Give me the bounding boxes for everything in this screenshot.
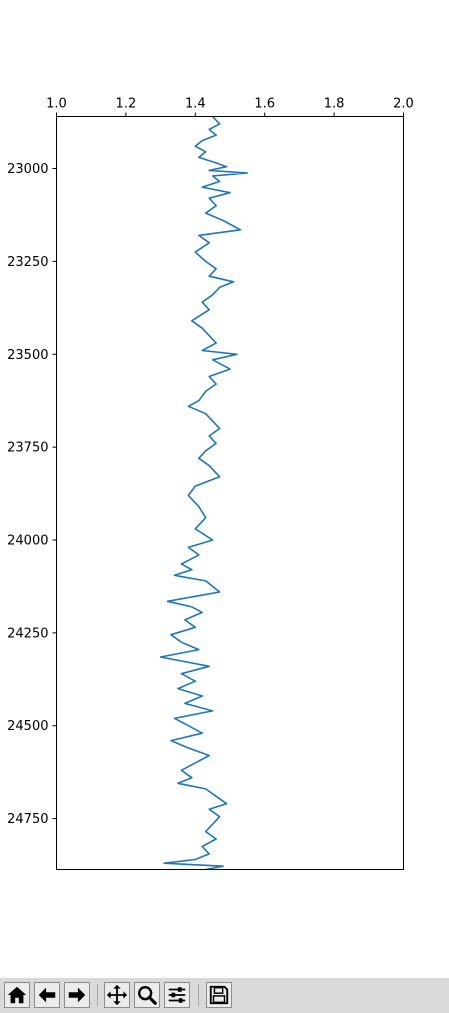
- x-axis-ticks: 1.0 1.2 1.4 1.6 1.8 2.0: [46, 97, 414, 117]
- arrow-right-icon: [68, 987, 86, 1003]
- navigation-toolbar: [0, 978, 449, 1013]
- x-tick-label: 1.4: [185, 97, 206, 112]
- configure-subplots-button[interactable]: [164, 982, 190, 1008]
- figure: 1.0 1.2 1.4 1.6 1.8 2.0 23000 23250 23500 23750 2…: [7, 97, 414, 871]
- forward-button[interactable]: [64, 982, 90, 1008]
- plot-background: [56, 116, 404, 870]
- depth-chart: 1.0 1.2 1.4 1.6 1.8 2.0 230002325023500237502…: [7, 97, 414, 871]
- axes-frame: [56, 116, 404, 870]
- zoom-button[interactable]: [134, 982, 160, 1008]
- y-tick-label: 23000: [7, 162, 48, 177]
- magnifier-icon: [138, 986, 157, 1005]
- y-tick-label: 23250: [7, 255, 48, 270]
- y-axis-ticks: 23000 23250 23500 23750 24000 24250 24500 24750: [7, 162, 57, 827]
- series-line-0: [159, 115, 249, 871]
- arrow-left-icon: [38, 987, 56, 1003]
- floppy-disk-icon: [209, 985, 229, 1005]
- toolbar-separator: [198, 984, 199, 1006]
- y-tick-label: 23750: [7, 441, 48, 456]
- save-button[interactable]: [206, 982, 232, 1008]
- y-tick-label: 24000: [7, 533, 48, 548]
- x-tick-label: 2.0: [393, 97, 414, 112]
- sliders-icon: [168, 987, 186, 1003]
- y-tick-label: 24250: [7, 626, 48, 641]
- toolbar-separator: [97, 984, 98, 1006]
- x-tick-label: 1.0: [46, 97, 67, 112]
- move-icon: [106, 984, 128, 1006]
- series-layer: [159, 115, 249, 871]
- pan-button[interactable]: [104, 982, 130, 1008]
- y-tick-label: 23500: [7, 348, 48, 363]
- y-tick-label: 24500: [7, 719, 48, 734]
- back-button[interactable]: [34, 982, 60, 1008]
- home-button[interactable]: [4, 982, 30, 1008]
- x-tick-label: 1.8: [324, 97, 345, 112]
- x-tick-label: 1.6: [254, 97, 275, 112]
- y-tick-label: 24750: [7, 812, 48, 827]
- home-icon: [7, 986, 27, 1004]
- x-tick-label: 1.2: [116, 97, 137, 112]
